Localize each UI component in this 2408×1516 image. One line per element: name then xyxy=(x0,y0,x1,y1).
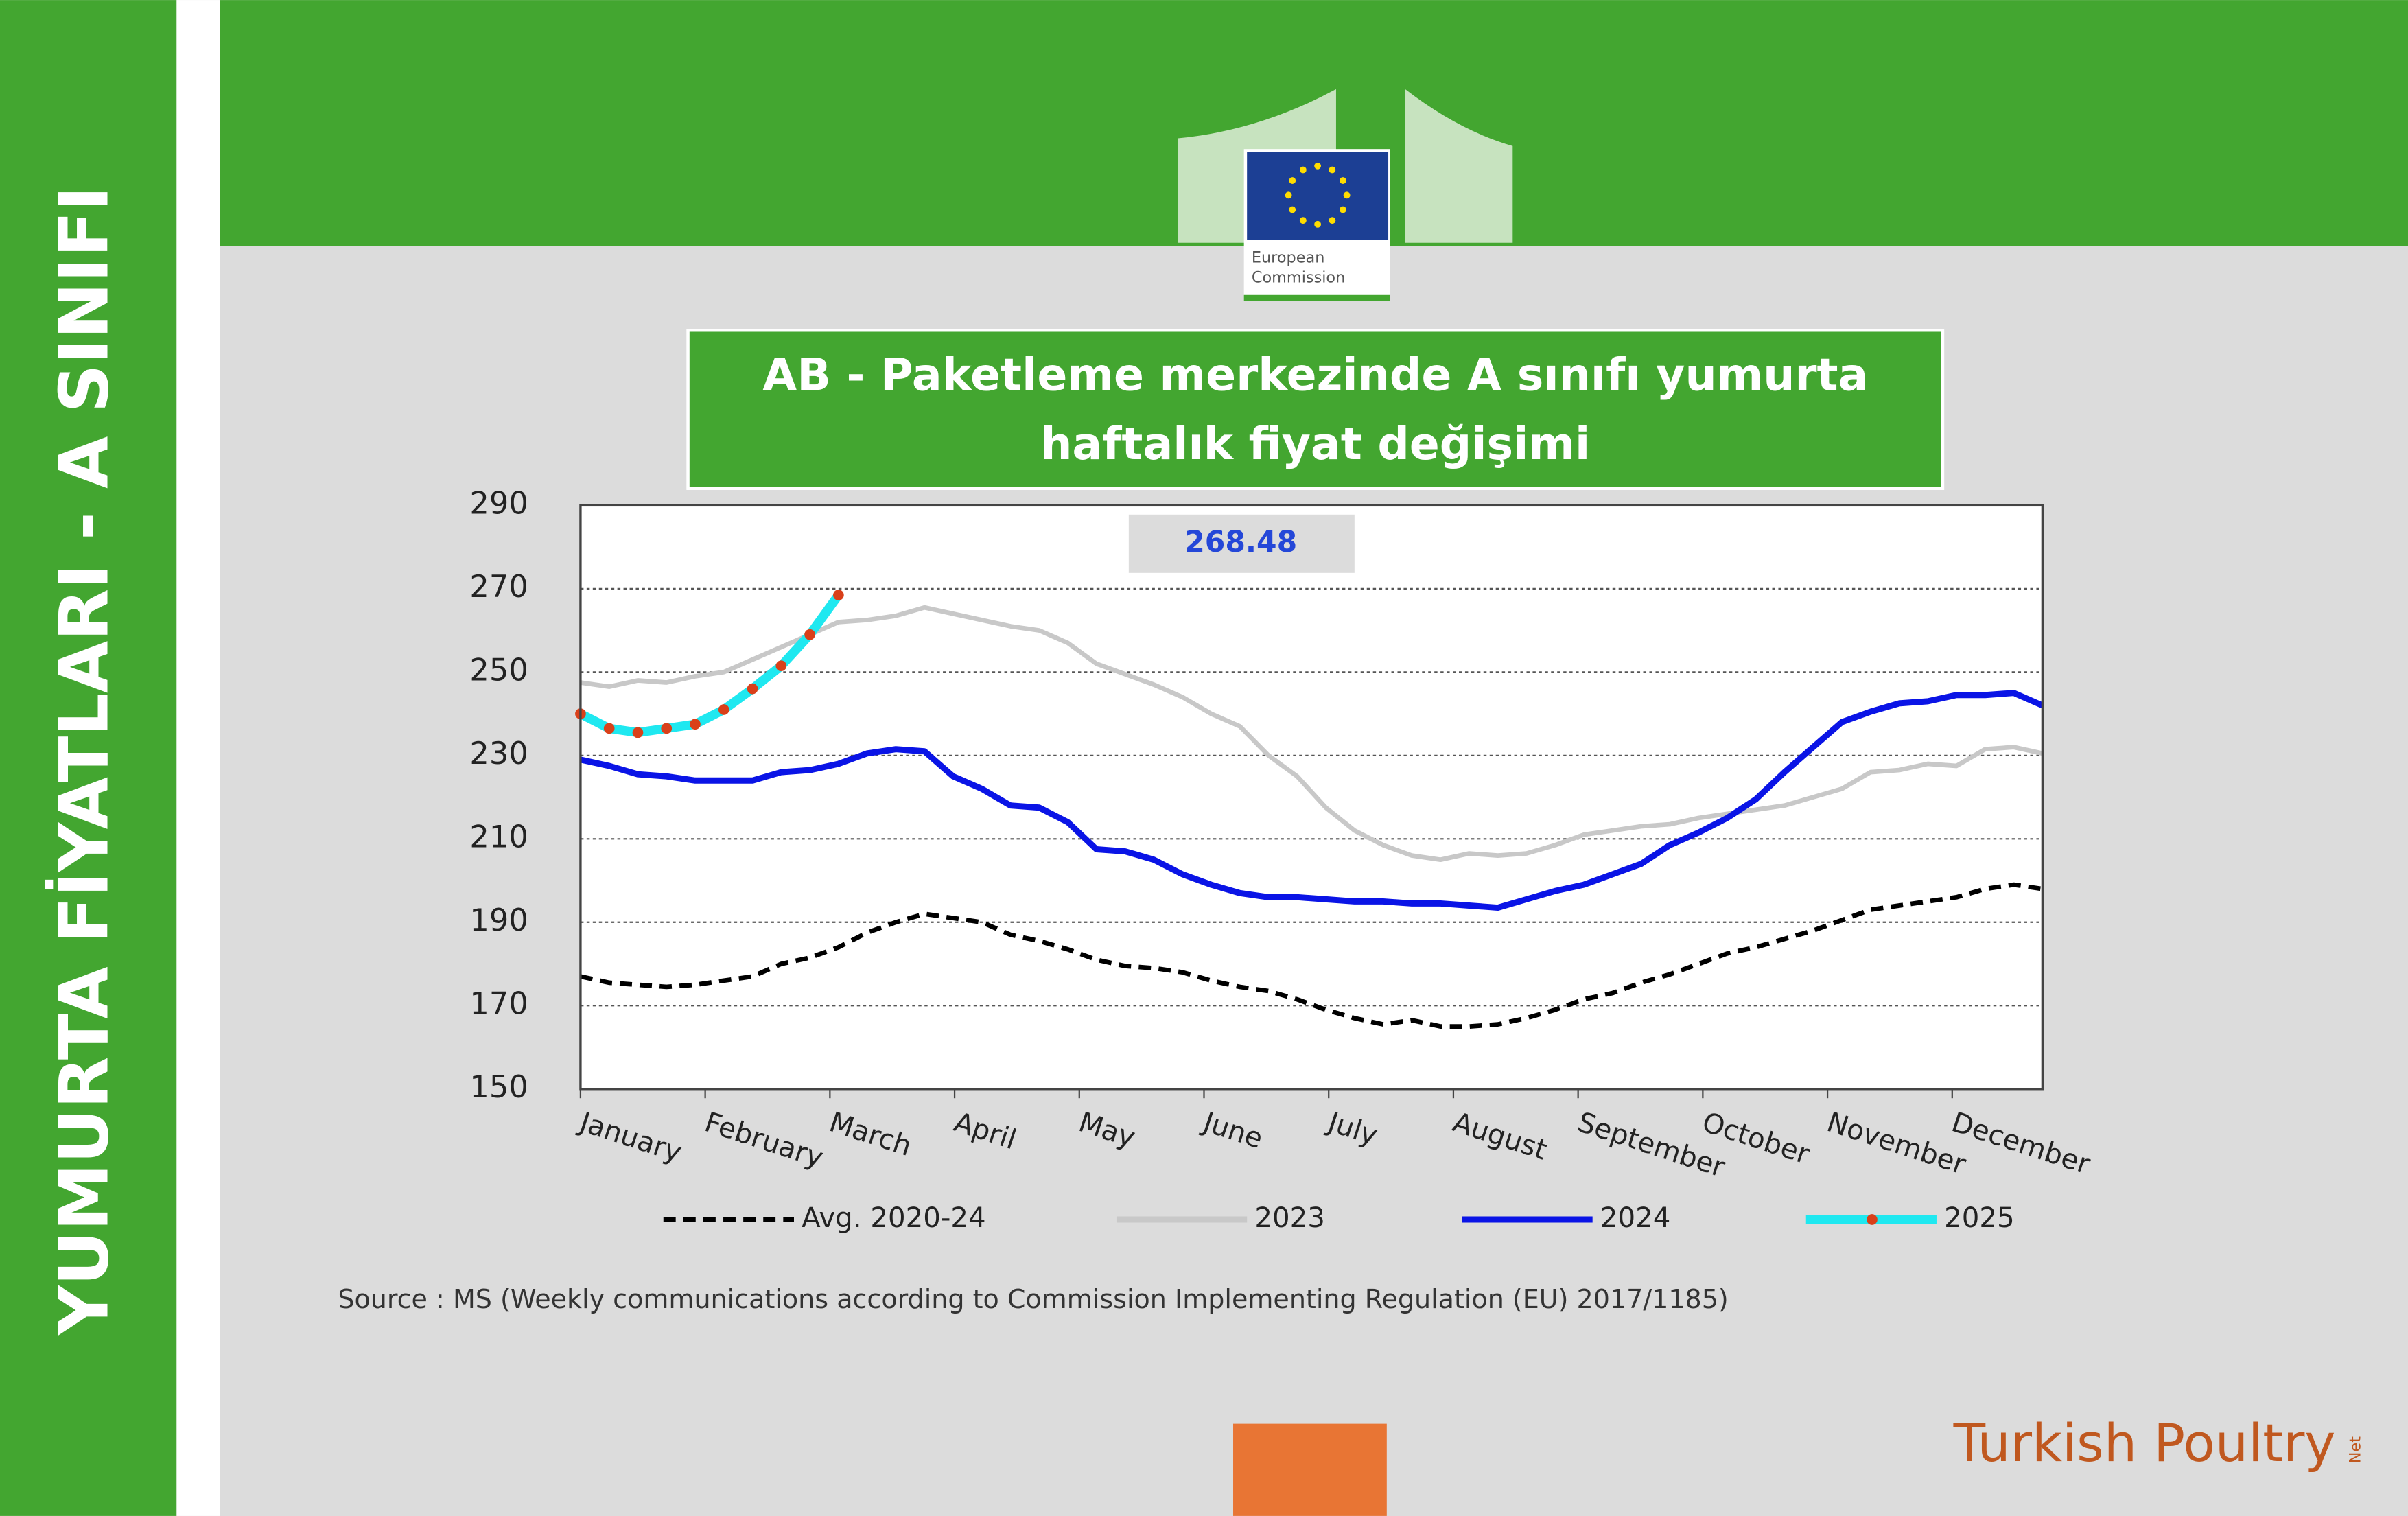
star xyxy=(1329,166,1336,174)
series-line xyxy=(579,690,2044,911)
title-box xyxy=(686,329,1945,490)
chart-title: AB - Paketleme merkezinde A sınıfı yumur… xyxy=(762,347,1869,469)
title-wrap: AB - Paketleme merkezinde A sınıfı yumur… xyxy=(762,347,1869,469)
star xyxy=(1299,166,1307,174)
marker xyxy=(661,723,673,734)
star xyxy=(1314,220,1322,228)
annotation-box xyxy=(1128,514,1355,573)
marker xyxy=(718,704,729,715)
annotation: 268.48 xyxy=(1184,526,1297,559)
star xyxy=(1289,206,1296,213)
y-tick-label: 270 xyxy=(469,568,528,605)
y-tick-label: 170 xyxy=(469,985,528,1021)
star xyxy=(1343,191,1351,199)
marker xyxy=(775,660,787,672)
legend-label: 2024 xyxy=(1600,1202,1670,1234)
series-line xyxy=(578,592,843,738)
brand-suffix: Net xyxy=(2346,1436,2364,1463)
star xyxy=(1340,177,1346,184)
source: Source : MS (Weekly communications accor… xyxy=(338,1284,1728,1314)
brand: Turkish Poultry xyxy=(1953,1412,2336,1473)
marker xyxy=(833,590,844,600)
marker xyxy=(603,723,615,734)
orange-block xyxy=(1233,1423,1387,1516)
legend-label: 2023 xyxy=(1254,1202,1324,1234)
star xyxy=(1285,191,1292,199)
marker xyxy=(690,719,701,730)
plot-area xyxy=(580,505,2043,1089)
legend-label: Avg. 2020-24 xyxy=(802,1202,985,1234)
sidebar-stripe xyxy=(176,0,220,1516)
logo-text: Commission xyxy=(1252,269,1345,287)
y-tick-label: 190 xyxy=(469,902,528,938)
marker xyxy=(804,629,815,640)
legend-marker xyxy=(1867,1214,1878,1225)
y-tick-label: 230 xyxy=(469,735,528,771)
logo-bar xyxy=(1243,294,1390,301)
marker xyxy=(747,683,758,695)
y-tick-label: 290 xyxy=(469,485,528,521)
ec-logo: European Commission xyxy=(1178,89,1513,301)
sidebar-text: YUMURTA FİYATLARI - A SINIFI xyxy=(45,186,124,1336)
logo-building xyxy=(1405,89,1513,243)
star xyxy=(1314,162,1322,170)
legend-label: 2025 xyxy=(1944,1202,2014,1234)
star xyxy=(1340,206,1346,213)
plot-frame xyxy=(579,504,2044,1091)
sidebar xyxy=(0,0,177,1516)
star xyxy=(1329,217,1336,224)
y-tick-label: 250 xyxy=(469,651,528,688)
marker xyxy=(632,727,644,738)
series-line xyxy=(580,605,2044,863)
star xyxy=(1299,217,1307,224)
star xyxy=(1289,177,1296,184)
logo-text: European xyxy=(1252,249,1325,267)
y-tick-label: 210 xyxy=(469,818,528,854)
y-tick-label: 150 xyxy=(469,1069,528,1105)
series-line xyxy=(580,882,2043,1029)
logo-stars xyxy=(1285,162,1351,228)
